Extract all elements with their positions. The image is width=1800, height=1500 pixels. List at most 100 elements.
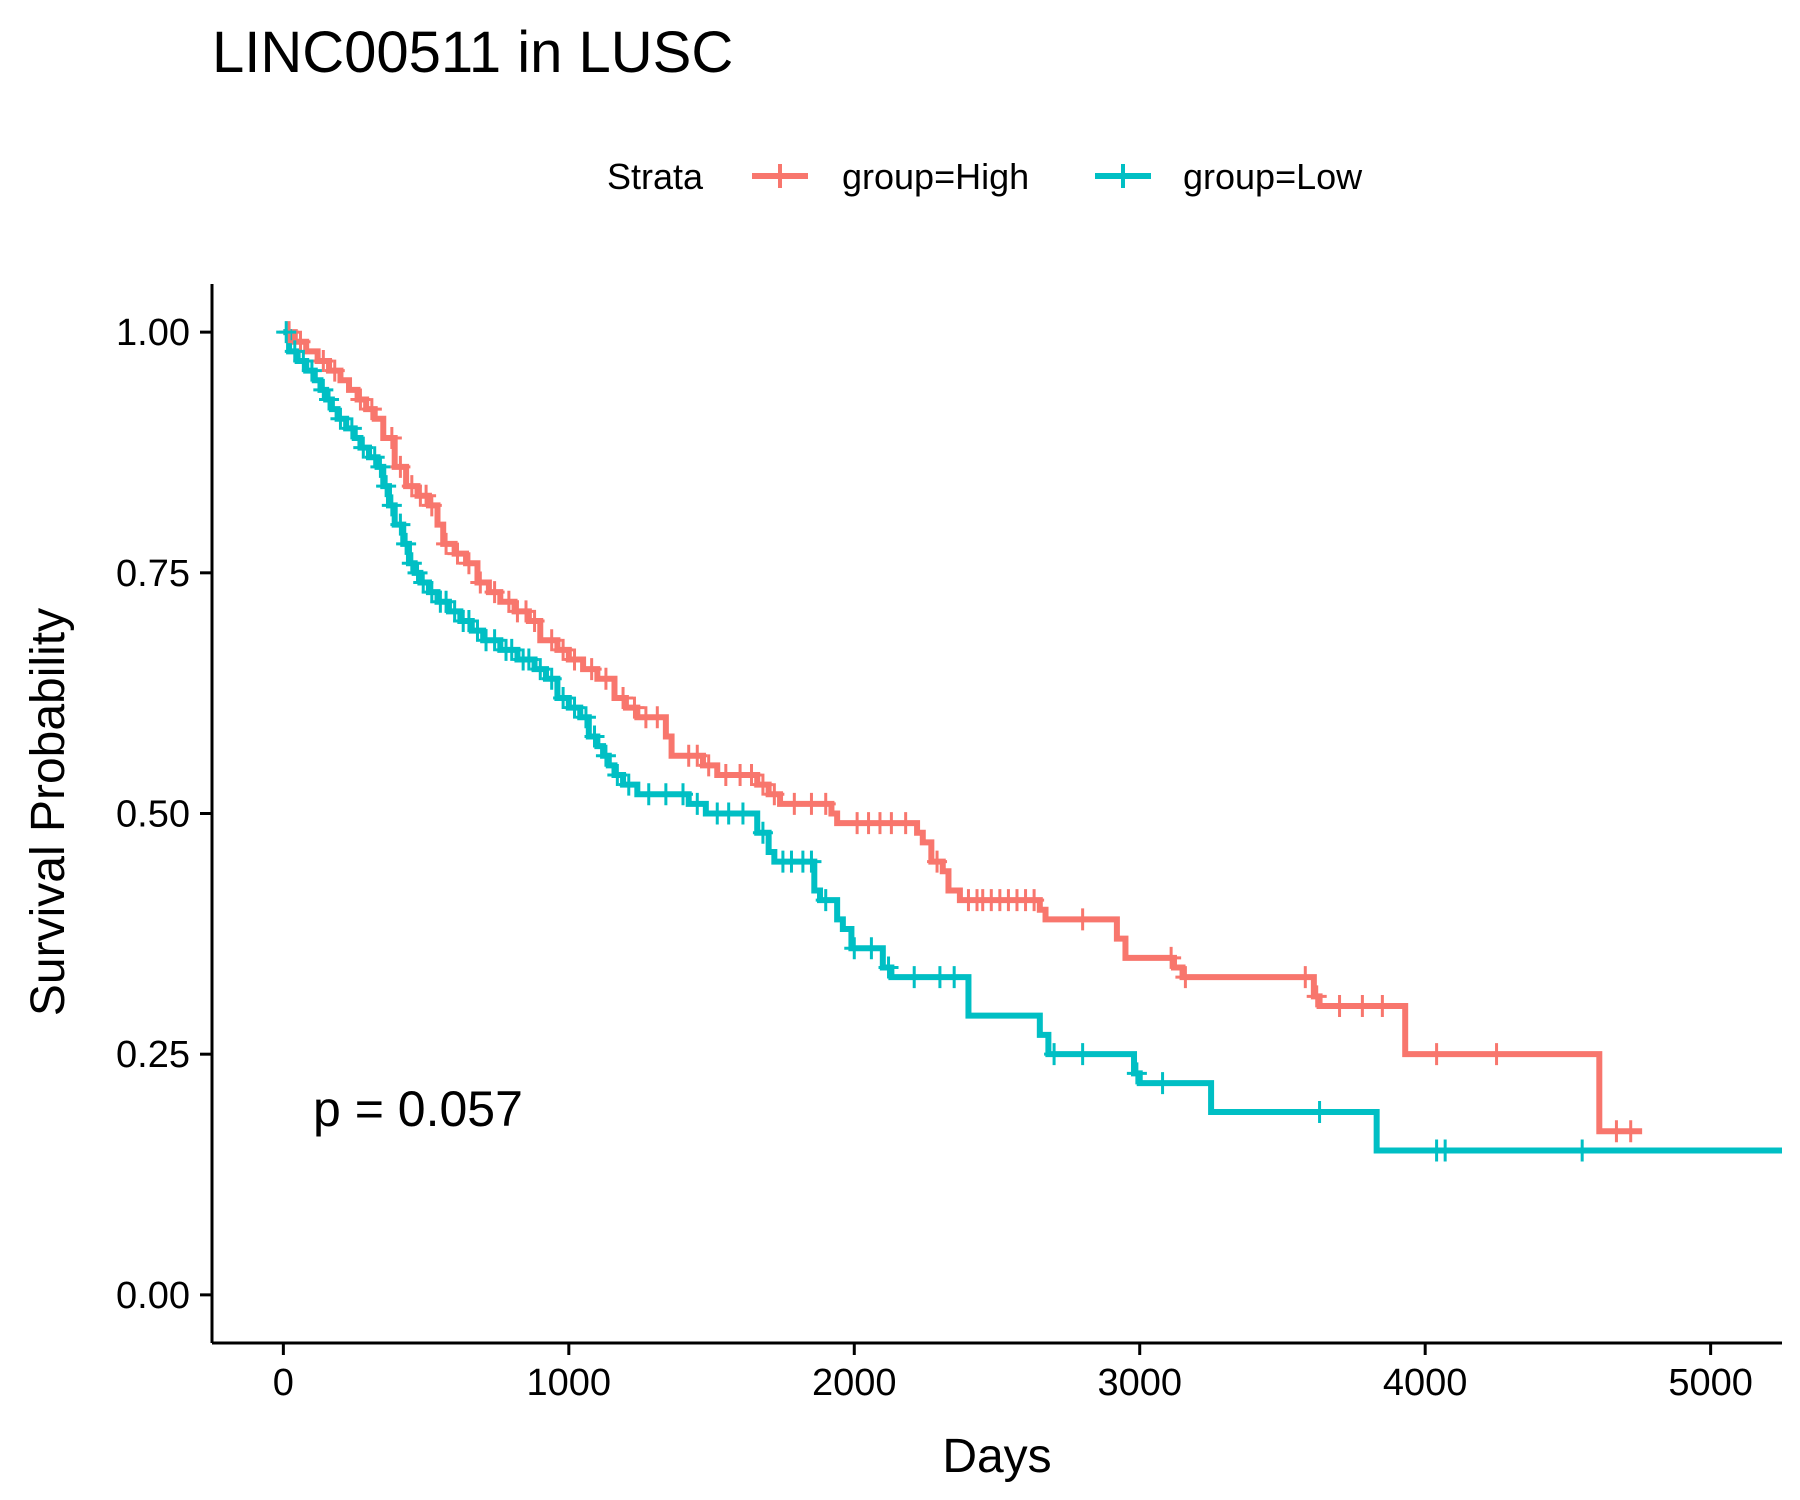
legend: Strata group=High group=Low xyxy=(607,156,1363,197)
censor-mark-high xyxy=(1329,995,1350,1018)
censor-mark-low xyxy=(944,966,965,989)
censor-mark-high xyxy=(516,600,536,623)
censor-mark-low xyxy=(421,581,442,604)
censor-mark-low xyxy=(1435,1139,1456,1162)
censor-mark-low xyxy=(607,763,628,786)
censor-mark-high xyxy=(458,552,479,575)
censor-mark-low xyxy=(301,359,322,382)
censor-mark-low xyxy=(381,494,402,517)
censor-mark-low xyxy=(370,455,391,478)
censor-mark-low xyxy=(687,792,708,815)
censor-mark-low xyxy=(458,609,479,632)
plot-area xyxy=(276,321,1782,1162)
censor-mark-low xyxy=(732,802,753,825)
censor-mark-high xyxy=(895,812,916,835)
survival-curve-high xyxy=(283,329,1643,1135)
censor-mark-low xyxy=(396,532,417,555)
censor-mark-high xyxy=(698,754,719,777)
censor-mark-high xyxy=(1620,1120,1641,1143)
y-axis-title: Survival Probability xyxy=(22,608,75,1016)
censor-mark-high xyxy=(381,427,402,450)
chart-title: LINC00511 in LUSC xyxy=(212,20,733,85)
censor-mark-low xyxy=(530,658,551,681)
x-tick-label: 0 xyxy=(273,1362,294,1404)
censor-mark-high xyxy=(1486,1043,1507,1066)
x-tick-label: 4000 xyxy=(1383,1362,1468,1404)
censor-mark-low xyxy=(293,350,314,373)
censor-mark-low xyxy=(1152,1072,1173,1095)
censor-mark-low xyxy=(276,321,297,344)
y-tick-label: 0.50 xyxy=(116,794,190,836)
censor-mark-high xyxy=(784,792,805,815)
censor-mark-low xyxy=(1309,1100,1330,1123)
censor-mark-low xyxy=(584,725,605,748)
censor-mark-high xyxy=(647,706,668,729)
censor-mark-low xyxy=(1044,1043,1065,1066)
censor-mark-high xyxy=(1175,966,1196,989)
censor-mark-high xyxy=(484,581,505,604)
axes: 0 1000 2000 3000 4000 5000 0.00 0.25 0.50 0.75 1.… xyxy=(116,284,1782,1404)
censor-mark-high xyxy=(390,455,411,478)
censor-mark-high xyxy=(313,350,334,373)
censor-mark-high xyxy=(553,638,574,661)
censor-mark-high xyxy=(927,850,948,873)
censor-mark-high xyxy=(498,590,519,613)
censor-mark-high xyxy=(564,648,585,671)
censor-mark-high xyxy=(1306,985,1327,1008)
censor-mark-high xyxy=(361,398,382,421)
censor-mark-high xyxy=(1426,1043,1447,1066)
censor-mark-low xyxy=(501,638,522,661)
censor-mark-high xyxy=(764,783,785,806)
legend-label-high: group=High xyxy=(842,156,1029,197)
legend-key-low xyxy=(1095,164,1151,188)
censor-mark-low xyxy=(861,937,882,960)
x-axis-ticks: 0 1000 2000 3000 4000 5000 xyxy=(273,1343,1753,1404)
y-axis-ticks: 0.00 0.25 0.50 0.75 1.00 xyxy=(116,312,212,1317)
censor-mark-low xyxy=(518,648,539,671)
x-tick-label: 3000 xyxy=(1097,1362,1182,1404)
censor-mark-high xyxy=(421,494,442,517)
censor-mark-low xyxy=(655,783,676,806)
censor-mark-low xyxy=(638,783,659,806)
censor-mark-high xyxy=(1352,995,1373,1018)
censor-mark-low xyxy=(752,821,773,844)
x-tick-label: 5000 xyxy=(1668,1362,1753,1404)
censor-mark-high xyxy=(324,359,345,382)
censor-mark-low xyxy=(376,475,397,498)
y-tick-label: 0.00 xyxy=(116,1275,190,1317)
censor-mark-low xyxy=(801,850,822,873)
y-tick-label: 0.25 xyxy=(116,1034,190,1076)
censor-mark-high xyxy=(447,542,468,565)
censor-mark-high xyxy=(401,475,422,498)
censor-mark-high xyxy=(687,744,708,767)
censor-mark-low xyxy=(341,417,362,440)
censor-mark-low xyxy=(904,966,925,989)
legend-title: Strata xyxy=(607,156,704,197)
x-tick-label: 2000 xyxy=(812,1362,897,1404)
censor-mark-low xyxy=(436,590,457,613)
censor-mark-low xyxy=(541,667,562,690)
censor-mark-high xyxy=(524,609,545,632)
y-tick-label: 0.75 xyxy=(116,553,190,595)
censor-mark-low xyxy=(284,340,305,363)
censor-mark-low xyxy=(564,696,585,719)
censor-mark-low xyxy=(878,956,899,979)
censor-mark-high xyxy=(470,571,491,594)
censor-mark-high xyxy=(595,667,616,690)
censor-mark-low xyxy=(553,686,574,709)
censor-mark-low xyxy=(390,513,411,536)
censor-mark-low xyxy=(673,783,693,806)
censor-mark-low xyxy=(444,600,465,623)
censor-mark-low xyxy=(484,629,505,652)
censor-mark-low xyxy=(413,571,434,594)
x-axis-title: Days xyxy=(942,1430,1051,1483)
censor-mark-low xyxy=(595,744,616,767)
censor-mark-high xyxy=(1372,995,1393,1018)
censor-mark-low xyxy=(1126,1062,1147,1085)
censor-mark-low xyxy=(1572,1139,1593,1162)
censor-mark-high xyxy=(1024,889,1045,912)
censor-mark-low xyxy=(844,937,865,960)
censor-mark-low xyxy=(618,773,639,796)
